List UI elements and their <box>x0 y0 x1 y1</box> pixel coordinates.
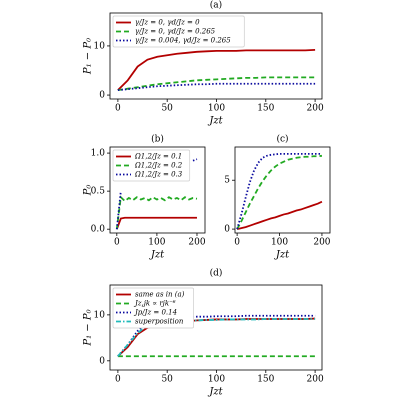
legend-label: Ω1,2/Jz = 0.2 <box>134 162 183 170</box>
x-tick-label: 100 <box>148 238 165 248</box>
y-tick-label: 10 <box>94 41 106 51</box>
series-line <box>236 200 323 230</box>
legend-label: γ/Jz = 0, γd/Jz = 0.265 <box>135 28 216 36</box>
series-line <box>115 158 198 230</box>
series-line <box>115 195 198 230</box>
y-axis-label: P₀ <box>83 185 94 197</box>
x-tick-label: 0 <box>115 375 121 385</box>
series-line <box>117 82 316 92</box>
panel-title: (d) <box>210 268 223 279</box>
legend-label: Jp/Jz = 0.14 <box>133 309 177 317</box>
x-tick-label: 150 <box>257 375 274 385</box>
x-tick-label: 100 <box>208 375 225 385</box>
legend-label: Ω1,2/Jz = 0.3 <box>134 171 183 179</box>
legend-box <box>112 287 194 329</box>
legend-label: γ/Jz = 0.004, γd/Jz = 0.265 <box>135 37 231 45</box>
series-line <box>115 216 197 230</box>
y-tick-label: 10 <box>94 310 106 320</box>
legend-label: Jz,jk ∝ rjk⁻⁶ <box>133 300 176 308</box>
y-tick-label: 0 <box>99 356 105 366</box>
plot-frame <box>109 284 323 371</box>
panel: (c) 0 100 200 0 5 Jzt <box>224 134 331 261</box>
series-line <box>236 154 323 230</box>
x-tick-label: 200 <box>313 238 330 248</box>
y-tick-label: 0 <box>224 225 230 235</box>
panel: (d) 0 50 100 150 200 0 10 Jzt P₁ − P₀ same as in (… <box>83 268 324 398</box>
x-tick-label: 50 <box>161 104 173 114</box>
legend-label: γ/Jz = 0, γd/Jz = 0 <box>135 19 200 27</box>
x-tick-label: 100 <box>208 104 225 114</box>
legend-box <box>112 149 191 182</box>
y-tick-label: 0.5 <box>91 187 106 197</box>
x-tick-label: 150 <box>257 104 274 114</box>
x-tick-label: 50 <box>161 375 173 385</box>
legend: Ω1,2/Jz = 0.1Ω1,2/Jz = 0.2Ω1,2/Jz = 0.3 <box>112 149 191 182</box>
legend-box <box>112 15 245 48</box>
legend-label: same as in (a) <box>135 291 185 299</box>
legend-label: superposition <box>135 318 184 326</box>
x-axis-label: Jzt <box>274 250 290 261</box>
panel-title: (a) <box>210 0 222 11</box>
legend-label: Ω1,2/Jz = 0.1 <box>134 153 182 161</box>
legend: γ/Jz = 0, γd/Jz = 0γ/Jz = 0, γd/Jz = 0.2… <box>112 15 245 48</box>
y-axis-label: P₁ − P₀ <box>83 38 94 75</box>
panel: (a) 0 50 100 150 200 0 10 Jzt P₁ − P₀ γ/Jz = 0, γd… <box>83 0 324 127</box>
x-axis-label: Jzt <box>207 116 223 127</box>
plot-frame <box>109 146 206 234</box>
x-axis-label: Jzt <box>149 250 165 261</box>
y-axis-label: P₁ − P₀ <box>83 309 94 346</box>
y-tick-label: 0 <box>99 91 105 101</box>
series-line <box>236 152 322 230</box>
plot-frame <box>109 12 323 100</box>
x-axis-label: Jzt <box>207 387 223 398</box>
y-tick-label: 1.0 <box>91 149 106 159</box>
x-tick-label: 200 <box>307 104 324 114</box>
series-line <box>117 48 316 91</box>
panel-title: (c) <box>276 134 288 145</box>
y-tick-label: 0.0 <box>91 225 106 235</box>
x-tick-label: 100 <box>271 238 288 248</box>
plot-frame <box>234 146 331 234</box>
x-tick-label: 0 <box>234 238 240 248</box>
y-tick-label: 5 <box>224 176 230 186</box>
x-tick-label: 200 <box>307 375 324 385</box>
x-tick-label: 0 <box>114 238 120 248</box>
x-tick-label: 0 <box>115 104 121 114</box>
series-line <box>117 76 316 92</box>
legend: same as in (a)Jz,jk ∝ rjk⁻⁶Jp/Jz = 0.14s… <box>112 287 194 329</box>
x-tick-label: 200 <box>188 238 205 248</box>
panel-title: (b) <box>151 134 164 145</box>
